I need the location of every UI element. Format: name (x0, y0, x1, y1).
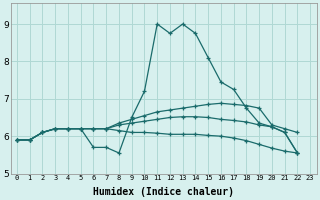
X-axis label: Humidex (Indice chaleur): Humidex (Indice chaleur) (93, 186, 234, 197)
